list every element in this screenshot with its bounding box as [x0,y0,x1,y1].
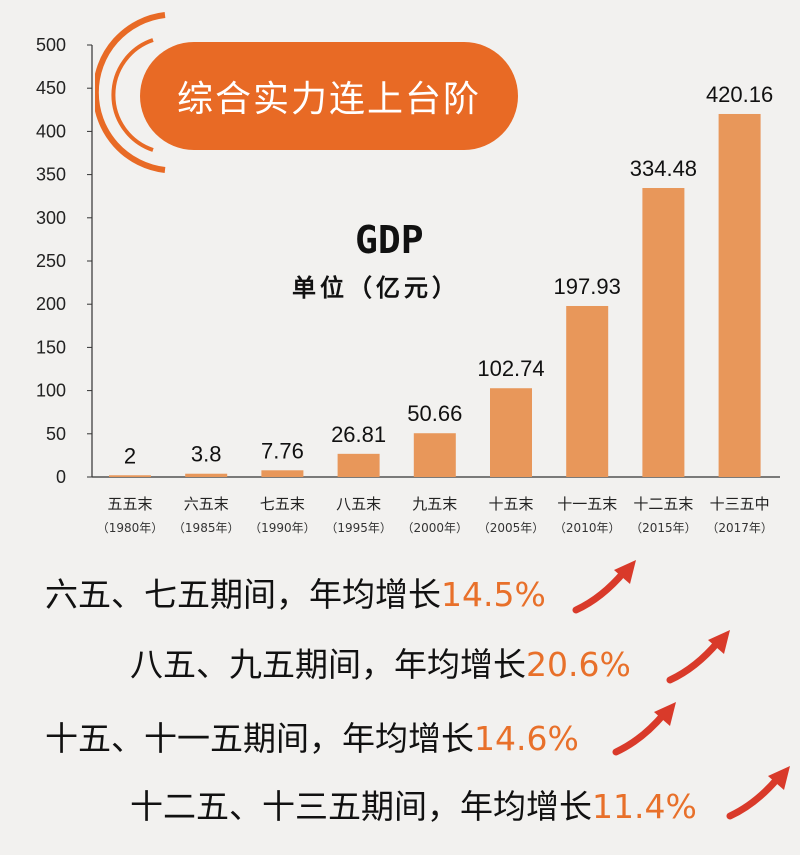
y-tick-label: 250 [36,251,66,271]
data-label: 420.16 [706,82,773,107]
y-tick-label: 50 [46,424,66,444]
x-tick-label: 十一五末 [557,495,617,513]
growth-note-text: 十五、十一五期间，年均增长 [45,719,474,758]
up-arrow-icon [726,766,790,820]
y-tick-label: 350 [36,165,66,185]
bar [642,188,685,477]
gdp-bar-chart: 0 50 100 150 200 250 300 350 400 450 500 2 五五末 （1980年… [36,35,780,535]
y-tick-label: 200 [36,294,66,314]
x-tick-label: 十二五末 [633,495,693,513]
growth-note-text: 八五、九五期间，年均增长 [130,645,526,684]
x-tick-sublabel: （1995年） [325,521,392,535]
x-tick-sublabel: （1990年） [249,521,316,535]
x-tick-sublabel: （2015年） [630,521,697,535]
y-tick-label: 150 [36,337,66,357]
x-tick-sublabel: （2017年） [706,521,773,535]
chart-title: 综合实力连上台阶 [140,42,518,150]
x-tick-label: 五五末 [107,495,152,513]
bar [566,305,609,477]
gdp-label: GDP [355,218,424,262]
bar [109,475,151,477]
y-tick-label: 450 [36,78,66,98]
data-label: 50.66 [407,401,462,426]
y-tick-label: 0 [56,467,66,487]
y-tick-label: 100 [36,381,66,401]
unit-label: 单位（亿元） [292,274,460,302]
growth-note-text: 六五、七五期间，年均增长 [45,575,441,614]
bar [261,470,304,477]
y-tick-label: 400 [36,121,66,141]
x-tick-label: 八五末 [336,495,381,513]
up-arrow-icon [572,560,636,614]
data-label: 197.93 [554,274,621,299]
growth-note-rate: 14.6% [474,719,579,758]
up-arrow-icon [666,630,730,684]
x-tick-label: 七五末 [260,495,305,513]
bar [185,473,228,477]
data-label: 26.81 [331,422,386,447]
y-tick-label: 500 [36,35,66,55]
y-tick-label: 300 [36,208,66,228]
x-tick-sublabel: （2005年） [478,521,545,535]
data-label: 334.48 [630,156,697,181]
x-tick-sublabel: （2010年） [554,521,621,535]
x-tick-label: 九五末 [412,495,457,513]
growth-note-rate: 20.6% [526,645,631,684]
growth-note-3: 十五、十一五期间，年均增长14.6% [45,712,579,760]
data-label: 3.8 [191,442,222,467]
x-tick-sublabel: （1985年） [173,521,240,535]
bar [413,433,456,477]
data-label: 102.74 [477,356,544,381]
x-tick-label: 十三五中 [710,495,770,513]
growth-note-4: 十二五、十三五期间，年均增长11.4% [130,780,697,828]
growth-note-rate: 11.4% [592,787,697,826]
x-tick-sublabel: （1980年） [97,521,164,535]
title-decoration-arc [95,12,166,173]
up-arrow-icon [612,702,676,756]
bar [490,388,532,477]
bar [337,453,380,477]
x-tick-sublabel: （2000年） [402,521,469,535]
x-tick-label: 六五末 [184,495,229,513]
bar [718,113,761,478]
growth-note-2: 八五、九五期间，年均增长20.6% [130,638,631,686]
x-tick-label: 十五末 [488,495,533,513]
growth-note-1: 六五、七五期间，年均增长14.5% [45,568,546,616]
growth-note-text: 十二五、十三五期间，年均增长 [130,787,592,826]
growth-note-rate: 14.5% [441,575,546,614]
data-label: 2 [124,443,136,468]
data-label: 7.76 [261,438,304,463]
